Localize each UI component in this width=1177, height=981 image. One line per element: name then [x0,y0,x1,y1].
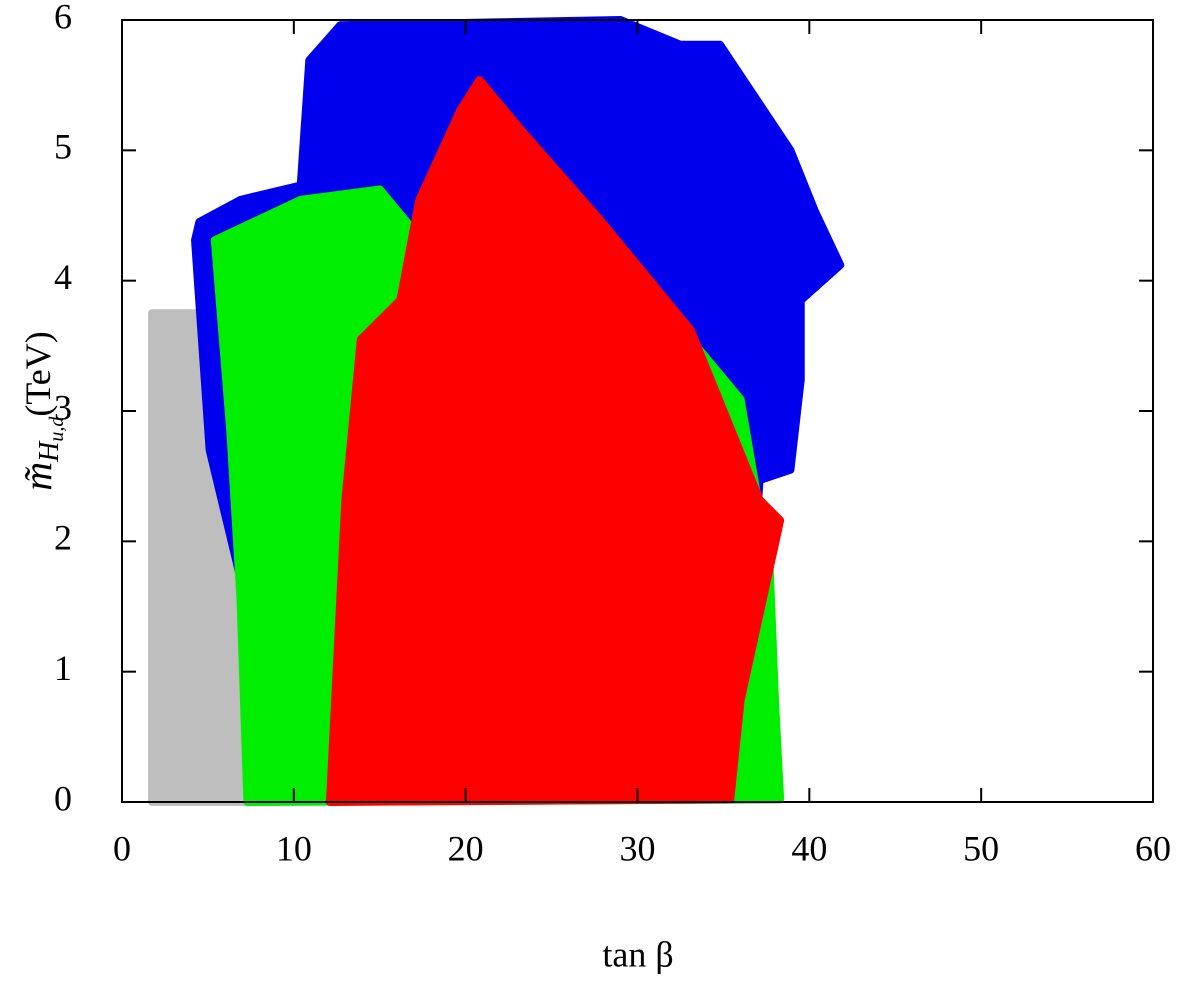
y-label-symbol: m̃ [15,462,60,491]
y-tick-label: 1 [54,648,72,688]
y-tick-label: 2 [54,518,72,558]
y-tick-label: 5 [54,127,72,167]
x-tick-label: 0 [113,828,131,868]
x-axis-label: tan β [602,934,673,974]
plot-regions [148,16,845,806]
y-label-sub: H [34,440,65,463]
x-tick-label: 50 [963,828,999,868]
x-tick-label: 40 [791,828,827,868]
point-region [325,75,785,806]
y-tick-label: 3 [54,387,72,427]
x-tick-label: 30 [620,828,656,868]
y-label-unit: (TeV) [18,331,58,416]
y-tick-label: 0 [54,778,72,818]
x-tick-label: 10 [276,828,312,868]
y-axis-label: m̃Hu,d(TeV) [15,331,67,491]
y-tick-label: 6 [54,0,72,36]
x-tick-label: 60 [1135,828,1171,868]
y-label-subsub: u,d [46,416,68,442]
x-tick-label: 20 [448,828,484,868]
y-tick-label: 4 [54,257,72,297]
